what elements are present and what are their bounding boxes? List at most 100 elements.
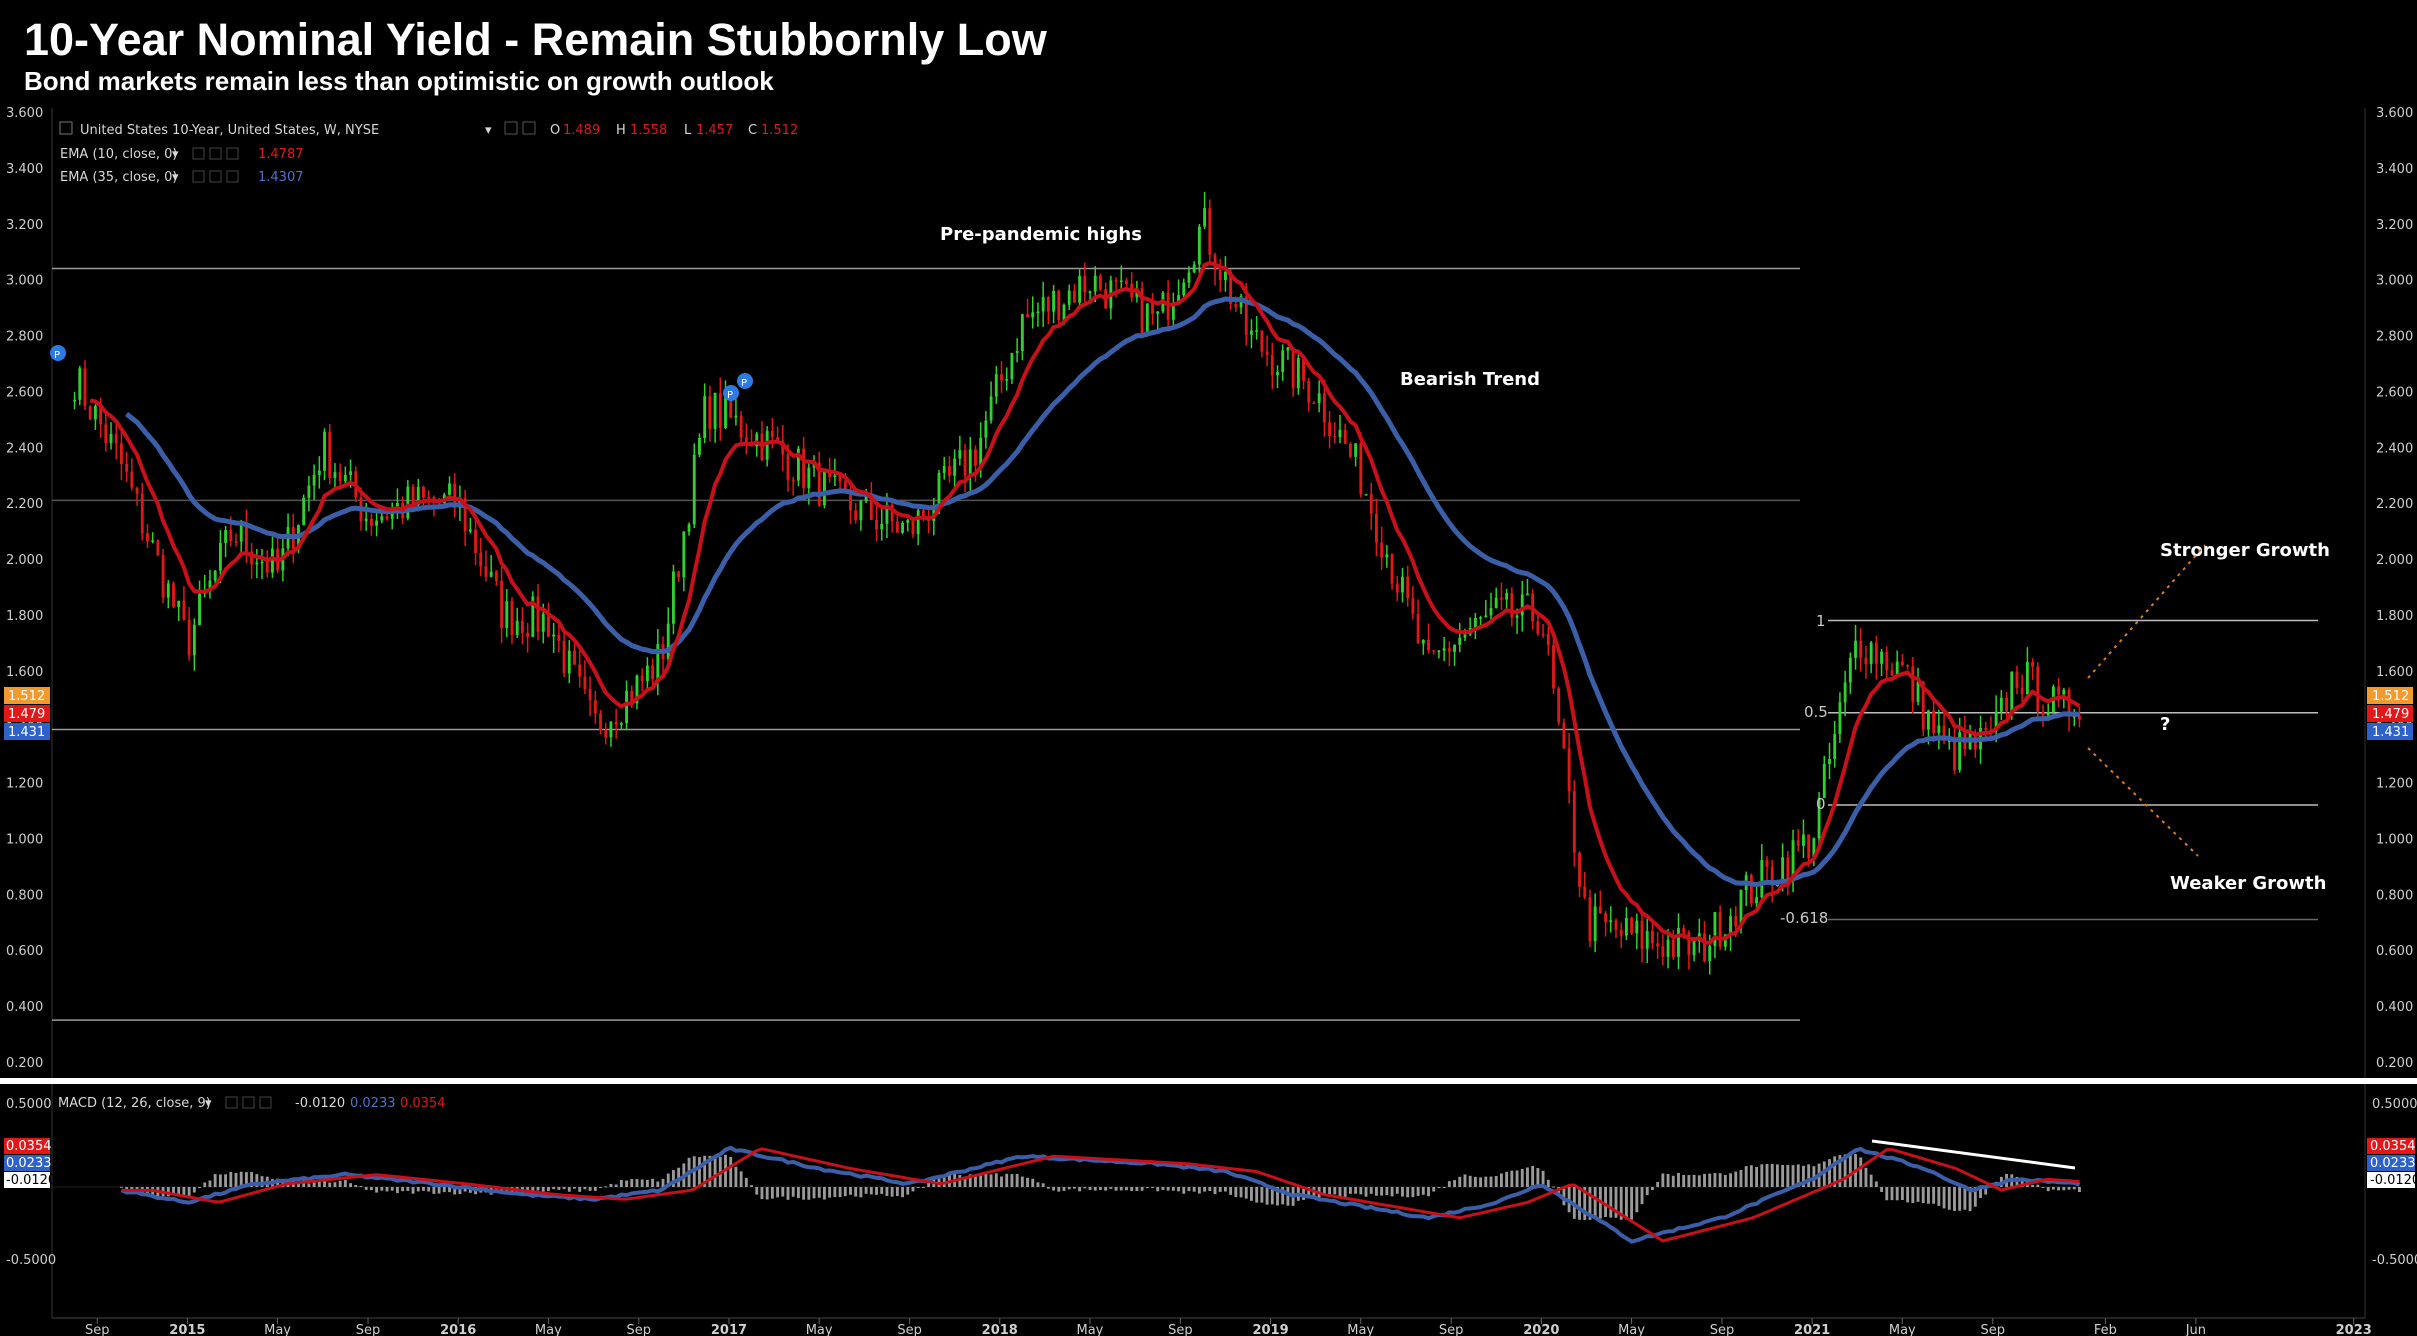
settings-icon[interactable] xyxy=(192,170,205,183)
collapse-icon[interactable] xyxy=(59,121,73,135)
candle-body xyxy=(265,561,269,573)
macd-hist-bar xyxy=(927,1183,931,1187)
macd-hist-bar xyxy=(1197,1187,1201,1194)
candle-body xyxy=(271,548,274,573)
candle-body xyxy=(239,524,243,542)
chevron-down-icon[interactable]: ▾ xyxy=(172,147,179,162)
candle-body xyxy=(640,675,644,681)
macd-hist-bar xyxy=(791,1187,795,1197)
chevron-down-icon[interactable]: ▾ xyxy=(205,1096,212,1111)
macd-line-value: 0.0233 xyxy=(350,1096,396,1111)
macd-hist-bar xyxy=(1937,1187,1941,1206)
chevron-down-icon[interactable]: ▾ xyxy=(485,123,492,138)
close-icon[interactable] xyxy=(226,170,239,183)
macd-hist-bar xyxy=(1989,1186,1993,1188)
candle-body xyxy=(1609,920,1613,923)
settings-icon[interactable] xyxy=(504,121,518,135)
candle-body xyxy=(385,516,389,519)
candle-body xyxy=(156,540,160,555)
candle-body xyxy=(1947,740,1951,742)
annotation-question-mark: ? xyxy=(2160,714,2170,735)
pane-divider[interactable] xyxy=(0,1078,2417,1084)
candle-body xyxy=(1692,940,1696,956)
candle-body xyxy=(114,433,118,444)
event-marker[interactable] xyxy=(723,385,739,401)
candle-body xyxy=(2067,689,2071,717)
y-tick-label: 0.600 xyxy=(2376,944,2413,959)
candle-body xyxy=(1916,681,1920,702)
candle-body xyxy=(937,472,941,510)
close-label: C xyxy=(748,123,757,138)
candle-body xyxy=(921,510,925,518)
chevron-down-icon[interactable]: ▾ xyxy=(172,170,179,185)
settings-icon[interactable] xyxy=(192,147,205,160)
candle-body xyxy=(380,516,384,521)
candle-body xyxy=(140,493,144,534)
macd-hist-bar xyxy=(1036,1182,1040,1187)
candle-body xyxy=(1328,422,1332,437)
macd-hist-bar xyxy=(1161,1187,1165,1190)
macd-hist-bar xyxy=(458,1187,462,1195)
macd-hist-bar xyxy=(1276,1187,1279,1206)
macd-hist-bar xyxy=(442,1187,446,1193)
open-label: O xyxy=(550,123,560,138)
candle-body xyxy=(1270,355,1274,376)
macd-hist-bar xyxy=(1552,1186,1555,1188)
macd-hist-bar xyxy=(859,1187,863,1198)
candle-body xyxy=(166,583,170,598)
candle-body xyxy=(895,521,899,533)
event-marker[interactable] xyxy=(50,345,66,361)
candle-body xyxy=(1880,651,1884,664)
y-tick-label: 1.800 xyxy=(2376,609,2413,624)
candle-body xyxy=(338,472,342,482)
close-icon[interactable] xyxy=(226,147,239,160)
candle-body xyxy=(1921,681,1925,730)
candle-body xyxy=(1458,637,1462,645)
macd-hist-bar xyxy=(1416,1187,1420,1196)
candle-body xyxy=(1286,347,1290,351)
macd-hist-bar xyxy=(1421,1187,1425,1195)
macd-hist-bar xyxy=(786,1187,790,1200)
macd-hist-bar xyxy=(614,1184,618,1187)
macd-hist-bar xyxy=(359,1185,363,1187)
ema10-label: EMA (10, close, 0) xyxy=(60,147,177,162)
candle-body xyxy=(1640,920,1644,949)
candle-body xyxy=(312,474,316,486)
candle-body xyxy=(682,531,686,578)
event-marker[interactable] xyxy=(737,373,753,389)
candle-body xyxy=(911,519,915,535)
macd-hist-bar xyxy=(578,1187,582,1192)
macd-hist-bar xyxy=(1838,1155,1842,1187)
macd-hist-bar xyxy=(2041,1187,2045,1188)
candle-body xyxy=(776,437,780,441)
eye-icon[interactable] xyxy=(522,121,536,135)
macd-hist-bar xyxy=(921,1187,925,1188)
candle-body xyxy=(161,554,165,598)
macd-hist-bar xyxy=(1333,1187,1337,1195)
macd-hist-bar xyxy=(1687,1175,1691,1187)
settings-icon[interactable] xyxy=(225,1096,238,1109)
candle-body xyxy=(1302,358,1305,381)
macd-hist-bar xyxy=(1645,1187,1649,1196)
candle-body xyxy=(1416,613,1420,644)
eye-icon[interactable] xyxy=(242,1096,255,1109)
eye-icon[interactable] xyxy=(209,147,222,160)
eye-icon[interactable] xyxy=(209,170,222,183)
candle-body xyxy=(2057,686,2061,695)
candle-body xyxy=(1473,617,1477,629)
candle-body xyxy=(1593,906,1597,942)
candle-body xyxy=(1557,688,1561,723)
candle-body xyxy=(968,449,972,476)
macd-hist-bar xyxy=(1473,1176,1477,1187)
close-icon[interactable] xyxy=(259,1096,272,1109)
candle-body xyxy=(1171,303,1175,320)
macd-hist-bar xyxy=(1255,1187,1259,1203)
macd-hist-bar xyxy=(250,1171,254,1187)
fib-label-618: -0.618 xyxy=(1780,909,1828,927)
candle-body xyxy=(453,483,457,508)
macd-hist-bar xyxy=(963,1176,967,1187)
macd-hist-bar xyxy=(1546,1179,1550,1187)
candle-body xyxy=(1192,264,1196,273)
macd-hist-bar xyxy=(1442,1187,1446,1188)
